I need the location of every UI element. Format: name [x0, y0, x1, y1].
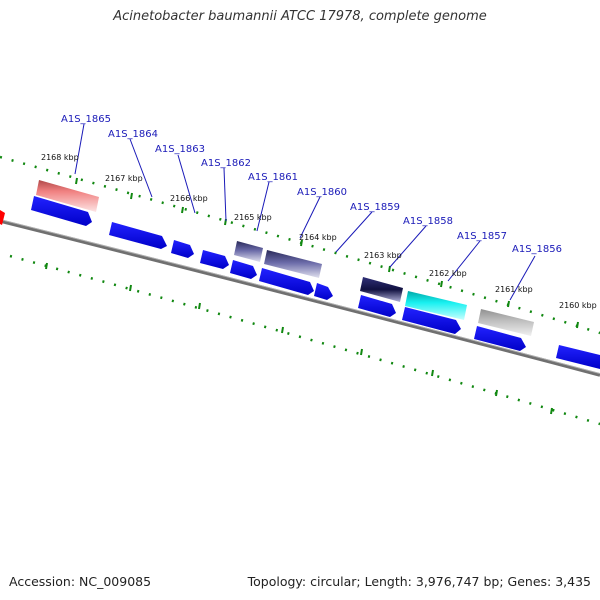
left-edge-marker — [0, 210, 5, 225]
gene-labels: A1S_1865 A1S_1864 A1S_1863 A1S_1862 A1S_… — [61, 114, 562, 255]
cds-arrow — [109, 222, 167, 249]
scale-label-2164: 2164 kbp — [299, 233, 337, 242]
gene-label-a1s-1859: A1S_1859 — [350, 202, 400, 213]
inner-scale-arc — [9, 254, 600, 426]
accession-text: Accession: NC_009085 — [9, 574, 152, 589]
cds-arrow — [230, 260, 257, 279]
gene-label-a1s-1865: A1S_1865 — [61, 114, 111, 125]
cds-arrow — [358, 295, 396, 317]
cds-arrow — [314, 283, 333, 300]
feature-a1s-1857 — [478, 309, 534, 336]
gene-label-a1s-1862: A1S_1862 — [201, 158, 251, 169]
gene-label-a1s-1857: A1S_1857 — [457, 231, 507, 242]
cds-arrows — [31, 196, 600, 369]
gene-label-a1s-1858: A1S_1858 — [403, 216, 453, 227]
scale-label-2161: 2161 kbp — [495, 285, 533, 294]
cds-arrow — [402, 307, 461, 334]
gene-label-a1s-1864: A1S_1864 — [108, 129, 158, 140]
scale-label-2166: 2166 kbp — [170, 194, 208, 203]
cds-arrow — [474, 326, 526, 351]
gene-label-a1s-1860: A1S_1860 — [297, 187, 347, 198]
major-ticks-inner — [45, 262, 553, 415]
feature-a1s-1860 — [264, 250, 322, 278]
gene-label-a1s-1856: A1S_1856 — [512, 244, 562, 255]
genome-backbone — [0, 219, 600, 377]
scale-label-2160: 2160 kbp — [559, 301, 597, 310]
cds-arrow — [171, 240, 194, 258]
map-title: Acinetobacter baumannii ATCC 17978, comp… — [113, 9, 487, 24]
feature-a1s-1861 — [234, 241, 263, 262]
gene-label-a1s-1863: A1S_1863 — [155, 144, 205, 155]
feature-a1s-1859 — [360, 277, 403, 302]
scale-label-2165: 2165 kbp — [234, 213, 272, 222]
cds-arrow — [556, 345, 600, 369]
scale-label-2162: 2162 kbp — [429, 269, 467, 278]
scale-label-2168: 2168 kbp — [41, 153, 79, 162]
scale-labels: 2168 kbp 2167 kbp 2166 kbp 2165 kbp 2164… — [41, 153, 597, 310]
scale-label-2167: 2167 kbp — [105, 174, 143, 183]
topology-text: Topology: circular; Length: 3,976,747 bp… — [247, 574, 591, 589]
cds-arrow — [31, 196, 92, 226]
scale-label-2163: 2163 kbp — [364, 251, 402, 260]
cds-arrow — [200, 250, 229, 269]
cds-arrow — [259, 268, 314, 295]
gene-label-a1s-1861: A1S_1861 — [248, 172, 298, 183]
callout-lines — [74, 123, 536, 301]
feature-a1s-1858 — [405, 291, 467, 320]
feature-a1s-1865 — [36, 180, 99, 212]
